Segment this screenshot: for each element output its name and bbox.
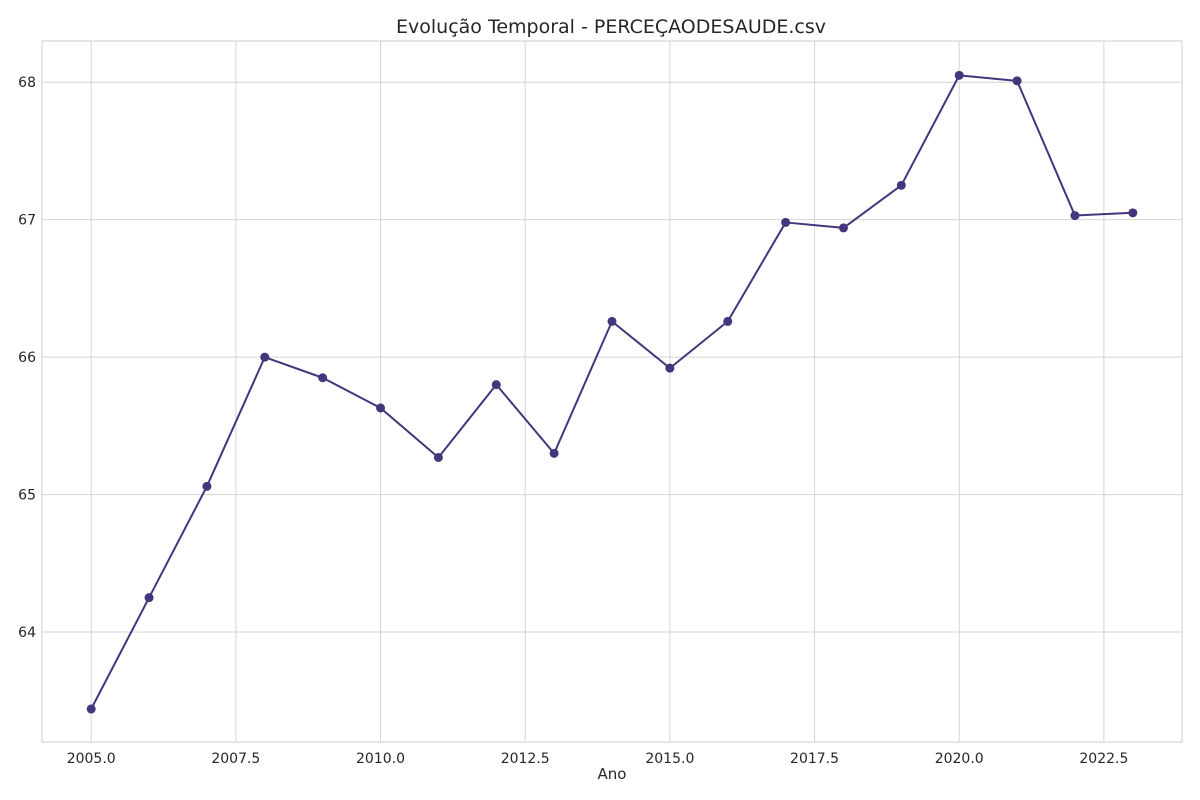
data-point-2005 xyxy=(86,704,96,714)
x-axis-label: Ano xyxy=(598,765,627,783)
y-tick-label: 65 xyxy=(18,488,36,504)
data-point-2016 xyxy=(723,316,733,326)
x-tick-labels: 2005.0 2007.5 2010.0 2012.5 2015.0 2017.5 2020… xyxy=(67,751,1129,767)
x-tick-label: 2007.5 xyxy=(211,751,260,767)
plot-area xyxy=(41,40,1183,743)
x-tick-label: 2017.5 xyxy=(790,751,839,767)
data-point-2019 xyxy=(896,180,906,190)
data-point-2012 xyxy=(491,380,501,390)
y-tick-label: 66 xyxy=(18,350,36,366)
data-point-2006 xyxy=(144,593,154,603)
data-point-2011 xyxy=(433,452,443,462)
data-point-2021 xyxy=(1012,76,1022,86)
data-point-2018 xyxy=(838,223,848,233)
data-point-2022 xyxy=(1070,211,1080,221)
data-point-2017 xyxy=(781,217,791,227)
data-point-2015 xyxy=(665,363,675,373)
data-point-2014 xyxy=(607,316,617,326)
data-point-2023 xyxy=(1128,208,1138,218)
x-tick-label: 2022.5 xyxy=(1079,751,1128,767)
chart-title: Evolução Temporal - PERCEÇAODESAUDE.csv xyxy=(396,16,826,38)
data-point-2009 xyxy=(318,373,328,383)
series-layer xyxy=(86,70,1138,714)
y-tick-label: 68 xyxy=(18,75,36,91)
grid-lines xyxy=(42,41,1182,742)
data-point-2007 xyxy=(202,481,212,491)
x-tick-label: 2010.0 xyxy=(356,751,405,767)
x-tick-label: 2020.0 xyxy=(935,751,984,767)
data-point-2008 xyxy=(260,352,270,362)
y-tick-label: 64 xyxy=(18,625,36,641)
x-tick-label: 2005.0 xyxy=(67,751,116,767)
data-point-2010 xyxy=(376,403,386,413)
x-tick-label: 2012.5 xyxy=(501,751,550,767)
x-tick-label: 2015.0 xyxy=(645,751,694,767)
y-tick-label: 67 xyxy=(18,213,36,229)
data-point-2020 xyxy=(954,70,964,80)
y-tick-labels: 64 65 66 67 68 xyxy=(18,75,36,641)
data-point-2013 xyxy=(549,448,559,458)
